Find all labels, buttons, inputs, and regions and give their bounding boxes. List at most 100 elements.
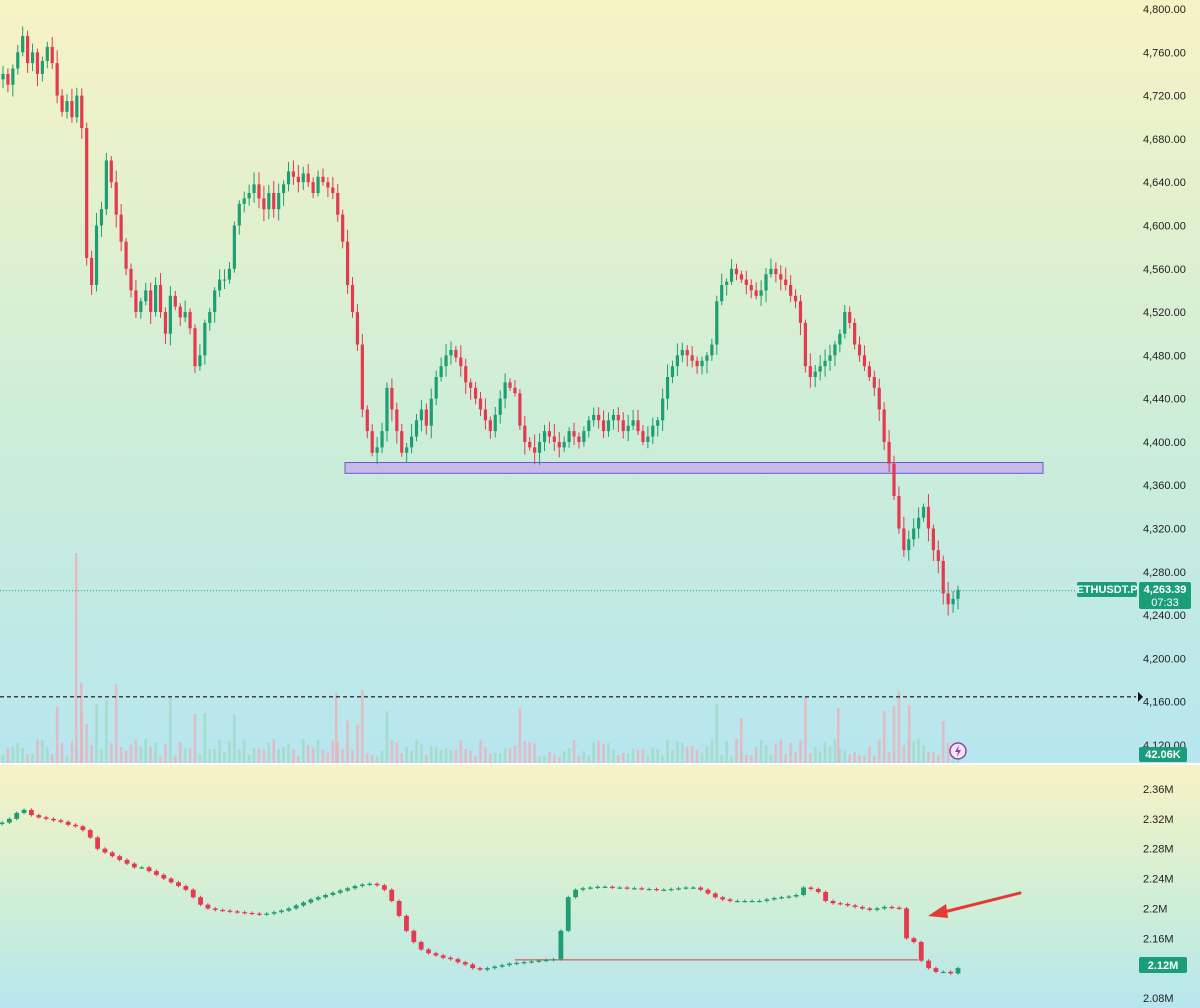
candle-body xyxy=(345,241,350,285)
indicator-tick-label: 2.24M xyxy=(1143,874,1174,886)
indicator-bar xyxy=(492,966,498,969)
indicator-bar xyxy=(845,903,851,906)
candle-body xyxy=(257,184,261,199)
volume-bar xyxy=(912,741,915,763)
indicator-bar xyxy=(587,887,593,889)
candle-body xyxy=(124,241,128,269)
volume-bar xyxy=(237,749,241,763)
volume-bar xyxy=(764,745,768,763)
volume-bar xyxy=(868,746,871,763)
indicator-bar xyxy=(433,953,439,956)
price-axis[interactable]: 4,800.00 4,760.00 4,720.00 4,680.00 4,640.00… xyxy=(1143,4,1186,752)
symbol-label: ETHUSDT.P xyxy=(1076,584,1137,596)
candle-body xyxy=(764,274,768,291)
candle-body xyxy=(55,63,59,96)
volume-bar xyxy=(518,708,522,763)
candlesticks xyxy=(1,26,960,616)
candle-body xyxy=(262,198,266,210)
candle-body xyxy=(774,268,778,275)
price-tick-label: 4,440.00 xyxy=(1143,394,1186,406)
volume-bar xyxy=(666,740,669,763)
candle-body xyxy=(665,377,670,399)
candle-body xyxy=(710,344,714,356)
volume-badge: 42.06K xyxy=(1139,747,1187,762)
candle-body xyxy=(498,398,502,415)
volume-bar xyxy=(562,751,566,763)
volume-bar xyxy=(690,745,694,763)
volume-bar xyxy=(557,756,561,763)
candle-body xyxy=(163,312,168,334)
volume-bar xyxy=(75,553,78,763)
indicator-bar xyxy=(867,908,873,910)
indicator-bar xyxy=(565,897,571,931)
volume-bar xyxy=(434,746,438,763)
indicator-value-badge: 2.12M xyxy=(1139,957,1187,973)
alert-marker-icon[interactable] xyxy=(1138,691,1143,702)
price-tick-label: 4,520.00 xyxy=(1143,307,1186,319)
volume-bar xyxy=(922,745,925,763)
lightning-icon[interactable] xyxy=(949,742,967,760)
candle-body xyxy=(808,366,812,377)
candle-body xyxy=(414,420,419,437)
indicator-bar xyxy=(462,962,468,965)
volume-bar xyxy=(853,752,856,763)
volume-bar xyxy=(439,749,443,763)
indicator-bar xyxy=(734,900,740,903)
volume-bar xyxy=(31,753,34,763)
candle-body xyxy=(597,414,601,421)
candle-body xyxy=(715,301,719,345)
volume-bar xyxy=(459,740,463,763)
candle-body xyxy=(739,274,744,280)
candle-body xyxy=(882,409,886,442)
volume-bar xyxy=(410,750,413,763)
volume-bar xyxy=(385,711,389,763)
volume-bar xyxy=(6,747,10,763)
volume-bar xyxy=(213,748,216,763)
candle-body xyxy=(104,160,108,210)
indicator-bar xyxy=(139,867,145,869)
candle-body xyxy=(405,447,409,453)
candle-body xyxy=(267,193,271,210)
price-tick-label: 4,600.00 xyxy=(1143,220,1186,232)
indicator-tick-label: 2.32M xyxy=(1143,814,1174,826)
candle-body xyxy=(552,436,556,442)
indicator-bar xyxy=(323,894,328,898)
volume-bar xyxy=(173,755,177,763)
candle-body xyxy=(375,447,379,453)
volume-bar xyxy=(671,750,674,763)
candle-body xyxy=(449,349,453,356)
candle-body xyxy=(803,322,807,367)
candle-body xyxy=(917,517,921,529)
candle-body xyxy=(587,420,591,432)
candle-body xyxy=(65,101,69,112)
indicator-bar xyxy=(29,809,34,816)
candle-body xyxy=(237,203,241,226)
candle-body xyxy=(542,431,547,442)
volume-bar xyxy=(390,739,394,763)
volume-bar xyxy=(228,741,231,763)
indicator-bar xyxy=(889,906,895,909)
support-zone-group xyxy=(344,462,1044,474)
volume-bar xyxy=(218,740,221,763)
candle-body xyxy=(80,95,84,129)
volume-bar xyxy=(779,739,783,763)
candle-body xyxy=(90,257,94,285)
indicator-bar xyxy=(87,830,93,838)
volume-bar xyxy=(646,756,650,763)
volume-bar xyxy=(745,754,748,763)
volume-bar xyxy=(26,754,29,763)
candle-body xyxy=(296,176,300,183)
candle-body xyxy=(26,36,30,64)
volume-bar xyxy=(543,755,546,763)
candle-body xyxy=(168,295,172,334)
support-zone-rectangle[interactable] xyxy=(344,462,1044,474)
candle-body xyxy=(651,425,655,437)
candle-body xyxy=(222,279,227,281)
candle-body xyxy=(60,95,64,112)
candle-body xyxy=(907,539,911,551)
indicator-bar xyxy=(639,888,645,890)
arrow-annotation[interactable] xyxy=(928,891,1022,918)
volume-bar xyxy=(169,697,172,763)
indicator-bar xyxy=(705,889,711,894)
candle-body xyxy=(562,441,566,448)
